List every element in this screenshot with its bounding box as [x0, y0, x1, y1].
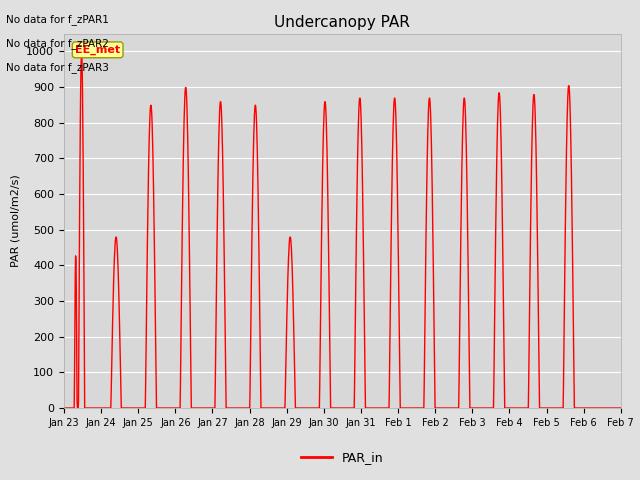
Title: Undercanopy PAR: Undercanopy PAR	[275, 15, 410, 30]
Text: No data for f_zPAR3: No data for f_zPAR3	[6, 62, 109, 73]
Text: No data for f_zPAR1: No data for f_zPAR1	[6, 14, 109, 25]
Y-axis label: PAR (umol/m2/s): PAR (umol/m2/s)	[11, 174, 20, 267]
Text: EE_met: EE_met	[75, 45, 120, 55]
Text: No data for f_zPAR2: No data for f_zPAR2	[6, 38, 109, 49]
Legend: PAR_in: PAR_in	[296, 446, 389, 469]
